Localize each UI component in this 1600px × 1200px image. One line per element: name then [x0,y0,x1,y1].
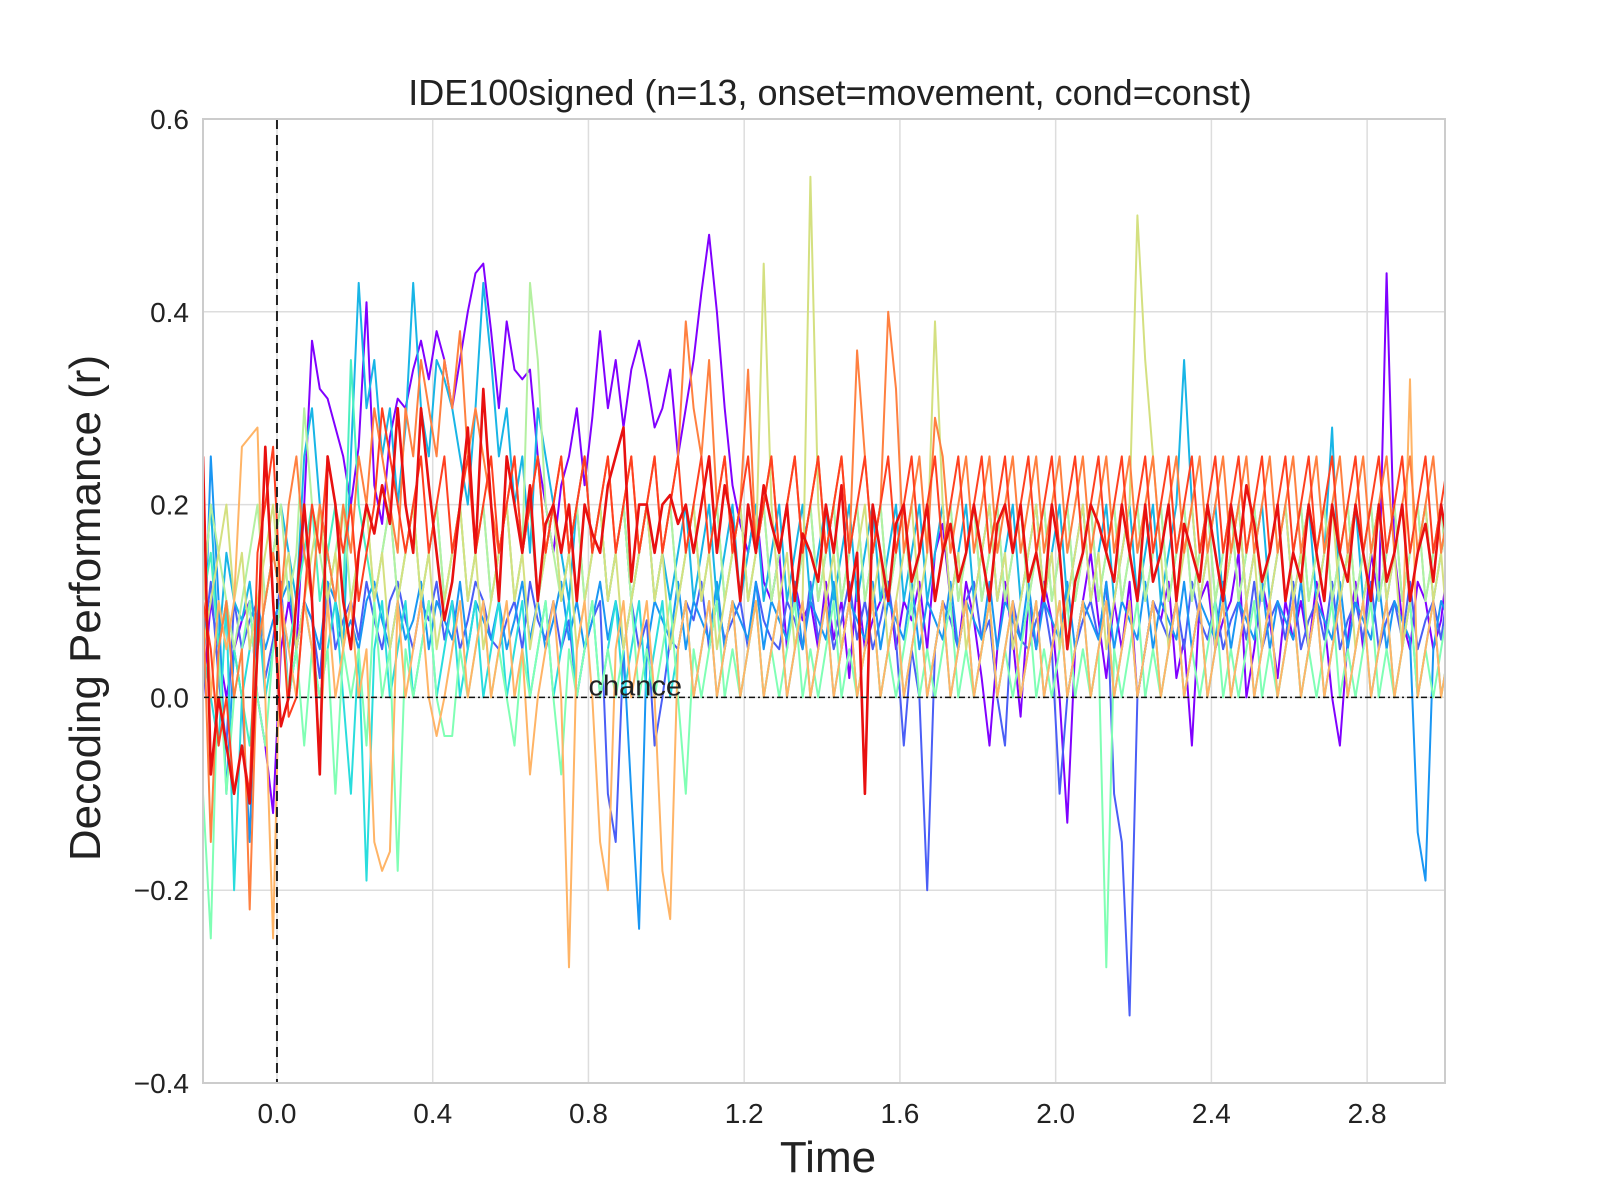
chart-title: IDE100signed (n=13, onset=movement, cond… [408,72,1252,113]
y-tick-label: 0.4 [150,297,189,328]
y-tick-label: 0.0 [150,682,189,713]
y-tick-label: 0.2 [150,490,189,521]
series-line-10 [203,378,1445,969]
x-tick-label: 2.0 [1036,1098,1075,1129]
x-tick-label: 2.8 [1348,1098,1387,1129]
y-tick-label: −0.2 [134,875,189,906]
plot-frame [202,118,1446,1084]
series-line-11 [203,310,1445,911]
x-tick-label: 0.0 [258,1098,297,1129]
x-tick-label: 1.2 [725,1098,764,1129]
x-tick-label: 1.6 [880,1098,919,1129]
x-tick-label: 0.8 [569,1098,608,1129]
x-axis-label: Time [780,1133,876,1182]
reference-lines [203,119,1445,1083]
y-tick-label: 0.6 [150,104,189,135]
tick-labels: 0.0 0.4 0.8 1.2 1.6 2.0 2.4 2.8 −0.4 −0.2 0.0 0.2 0.… [134,104,1387,1129]
chance-label: chance [588,670,682,702]
x-tick-label: 0.4 [413,1098,452,1129]
series-line-3 [203,455,1445,930]
y-axis-label: Decoding Performance (r) [61,355,110,861]
x-tick-label: 2.4 [1192,1098,1231,1129]
series-line-13 [203,387,1445,805]
y-tick-label: −0.4 [134,1068,189,1099]
series-lines [203,175,1445,1017]
